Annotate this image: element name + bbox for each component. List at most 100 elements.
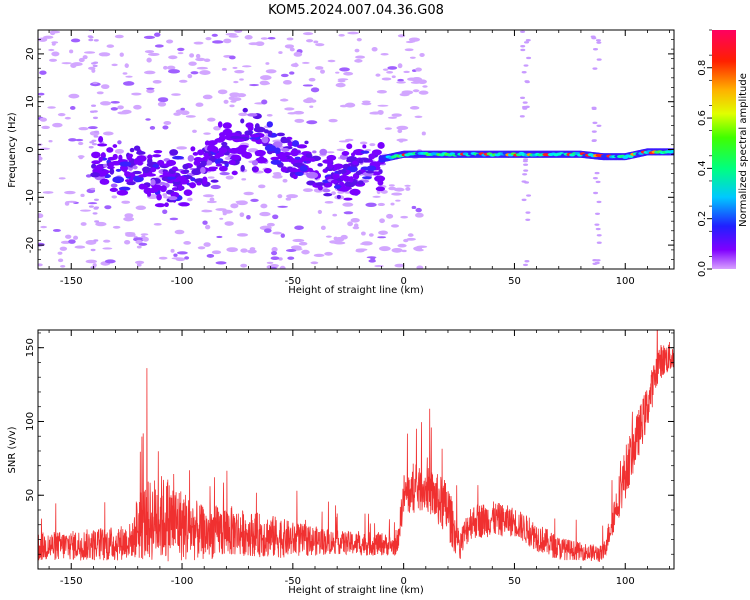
y-tick-label: -20 (25, 237, 36, 253)
heatmap-noise-blob (146, 57, 152, 63)
heatmap-noise-blob (136, 245, 142, 249)
heatmap-noise-blob (521, 198, 527, 202)
heatmap-noise-blob (290, 245, 302, 250)
heatmap-noise-blob (183, 241, 192, 245)
heatmap-signal-blob (173, 168, 179, 172)
heatmap-noise-blob (202, 209, 209, 213)
heatmap-noise-blob (146, 87, 155, 90)
heatmap-noise-blob (368, 233, 374, 237)
heatmap-noise-blob (119, 52, 124, 57)
heatmap-noise-blob (152, 79, 162, 84)
heatmap-noise-blob (328, 118, 338, 123)
heatmap-noise-blob (48, 140, 53, 143)
colorbar-tick-label: 0.8 (697, 60, 708, 76)
heatmap-noise-blob (185, 115, 196, 118)
heatmap-noise-blob (524, 80, 530, 84)
heatmap-signal-blob (323, 193, 333, 197)
x-tick-label: 50 (508, 276, 521, 287)
heatmap-noise-blob (157, 101, 167, 107)
heatmap-noise-blob (347, 31, 360, 35)
heatmap-noise-blob (520, 45, 526, 48)
heatmap-noise-blob (418, 90, 429, 95)
heatmap-noise-blob (391, 224, 399, 228)
colorbar-tick-label: 0.6 (697, 110, 708, 126)
heatmap-noise-blob (419, 52, 425, 57)
heatmap-signal-blob (272, 141, 283, 148)
heatmap-noise-blob (69, 49, 74, 54)
heatmap-noise-blob (378, 246, 391, 252)
heatmap-signal-blob (169, 149, 179, 156)
heatmap-noise-blob (343, 211, 354, 215)
ridge-band-core (627, 154, 634, 158)
heatmap-noise-blob (525, 211, 531, 214)
heatmap-noise-blob (85, 240, 97, 245)
heatmap-noise-blob (271, 251, 278, 256)
x-tick-label: 100 (616, 276, 635, 287)
heatmap-noise-blob (88, 205, 94, 208)
heatmap-noise-blob (162, 209, 168, 215)
heatmap-signal-blob (218, 165, 228, 172)
heatmap-noise-blob (354, 59, 363, 63)
heatmap-signal-blob (214, 154, 221, 159)
heatmap-noise-blob (315, 66, 324, 70)
heatmap-noise-blob (224, 221, 234, 226)
heatmap-noise-blob (114, 34, 124, 39)
heatmap-signal-blob (294, 171, 304, 177)
heatmap-signal-blob (266, 121, 273, 128)
heatmap-noise-blob (203, 242, 211, 247)
heatmap-noise-blob (355, 249, 365, 253)
heatmap-noise-blob (229, 104, 235, 108)
heatmap-signal-blob (143, 187, 153, 195)
heatmap-noise-blob (381, 77, 392, 81)
heatmap-signal-blob (362, 176, 372, 180)
heatmap-signal-blob (247, 113, 258, 117)
heatmap-signal-blob (333, 167, 338, 171)
heatmap-noise-blob (222, 209, 233, 214)
heatmap-signal-blob (240, 164, 245, 172)
heatmap-noise-blob (393, 187, 405, 192)
heatmap-noise-blob (521, 105, 527, 109)
heatmap-noise-blob (404, 184, 411, 187)
heatmap-signal-blob (270, 159, 282, 165)
heatmap-noise-blob (369, 143, 376, 147)
heatmap-noise-blob (596, 200, 602, 204)
heatmap-noise-blob (188, 61, 197, 66)
heatmap-noise-blob (195, 53, 201, 59)
heatmap-noise-blob (145, 118, 151, 121)
heatmap-noise-blob (265, 69, 277, 74)
heatmap-noise-blob (360, 231, 366, 236)
heatmap-noise-blob (403, 238, 409, 243)
heatmap-signal-blob (150, 167, 157, 173)
heatmap-signal-blob (210, 179, 219, 183)
heatmap-signal-blob (147, 192, 152, 197)
heatmap-signal-blob (219, 160, 229, 164)
heatmap-noise-blob (110, 183, 118, 188)
heatmap-noise-blob (104, 205, 112, 210)
heatmap-noise-blob (356, 38, 362, 42)
heatmap-signal-blob (138, 183, 146, 190)
heatmap-signal-blob (133, 158, 140, 165)
heatmap-signal-blob (176, 176, 187, 180)
heatmap-signal-blob (183, 189, 193, 197)
heatmap-noise-blob (596, 58, 602, 61)
heatmap-noise-blob (38, 156, 43, 161)
heatmap-signal-blob (276, 132, 285, 137)
heatmap-noise-blob (40, 225, 48, 229)
heatmap-noise-blob (266, 261, 274, 264)
heatmap-noise-blob (391, 113, 402, 117)
heatmap-noise-blob (64, 116, 71, 120)
heatmap-noise-blob (374, 264, 384, 268)
heatmap-noise-blob (415, 67, 422, 72)
heatmap-signal-blob (343, 197, 353, 201)
heatmap-noise-blob (347, 221, 354, 227)
heatmap-noise-blob (207, 117, 216, 122)
heatmap-signal-blob (133, 145, 141, 151)
heatmap-signal-blob (196, 181, 202, 186)
heatmap-noise-blob (290, 63, 299, 68)
heatmap-noise-blob (370, 111, 381, 115)
heatmap-signal-blob (91, 151, 101, 159)
heatmap-noise-blob (211, 40, 224, 44)
heatmap-noise-blob (415, 212, 424, 218)
heatmap-signal-blob (222, 122, 232, 129)
heatmap-noise-blob (249, 83, 260, 87)
